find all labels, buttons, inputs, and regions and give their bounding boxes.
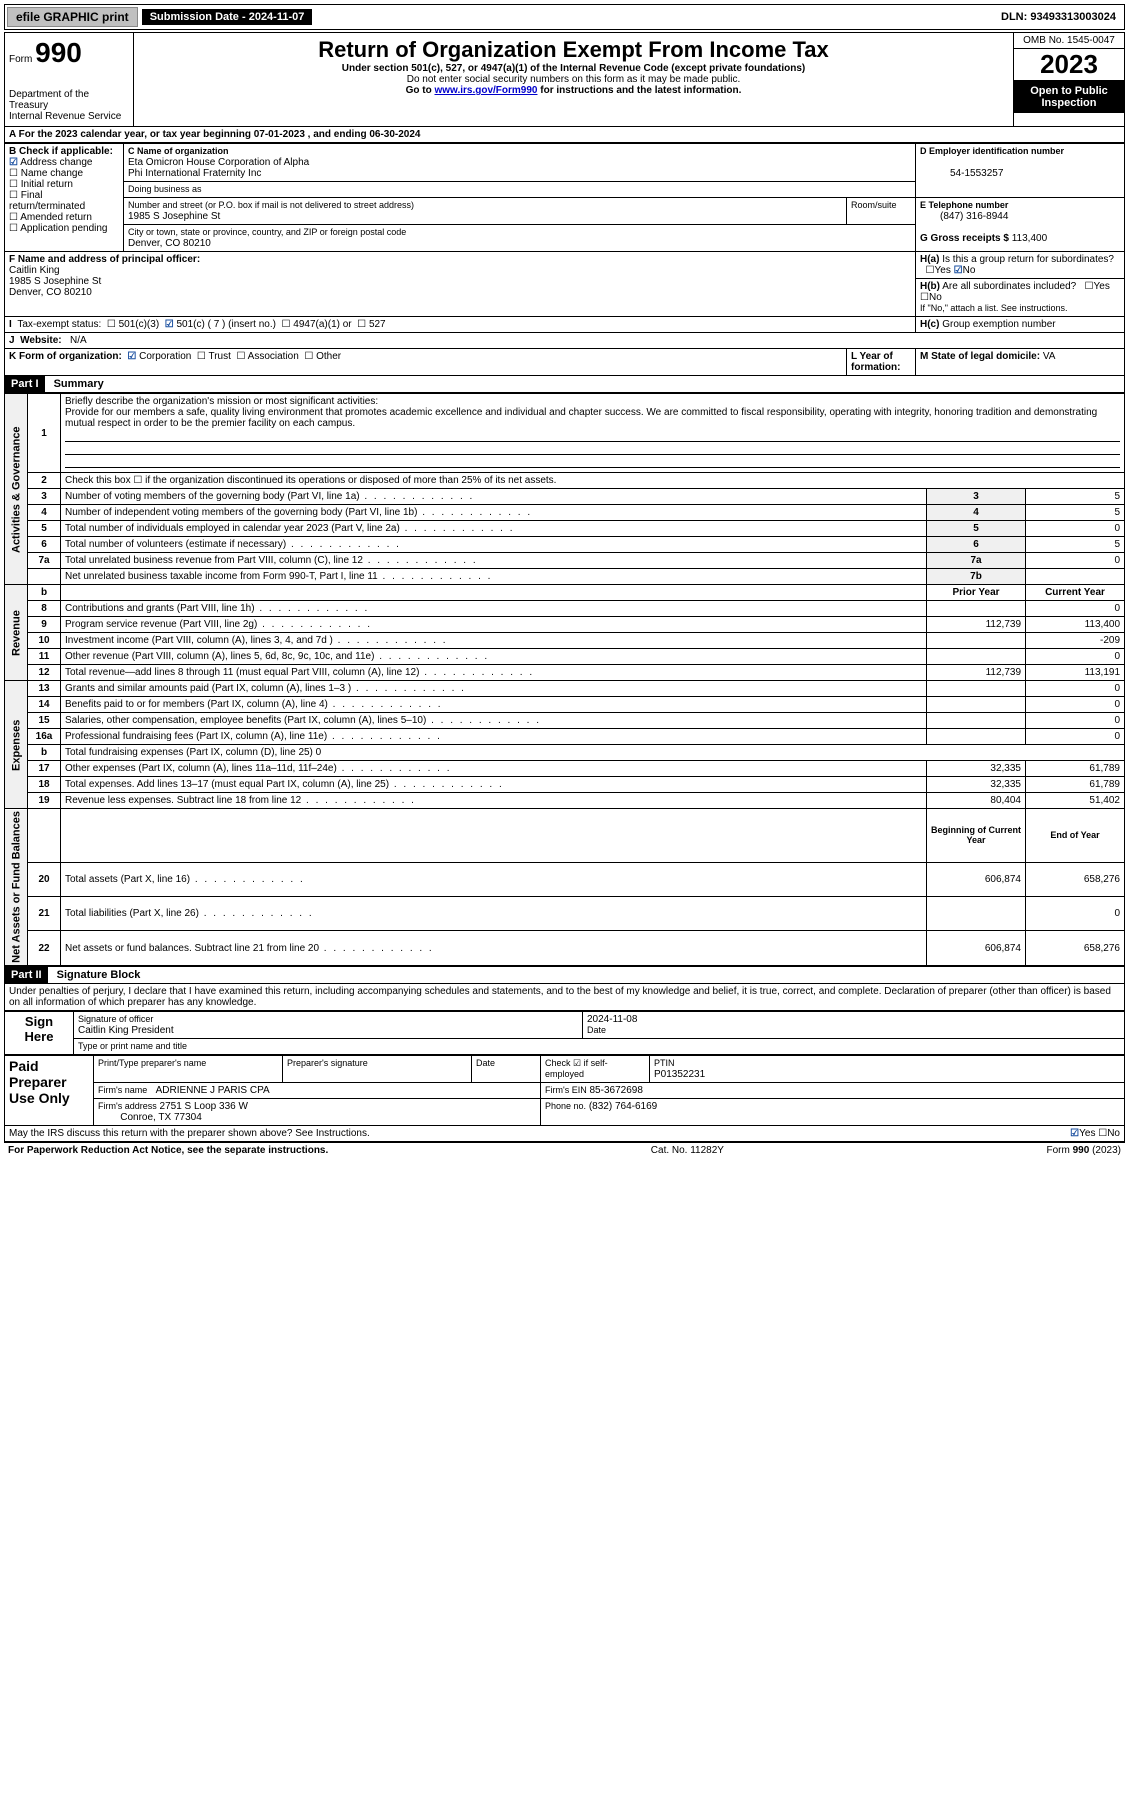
name-change: Name change [21,168,83,179]
omb-number: OMB No. 1545-0047 [1014,33,1124,49]
app-pending: Application pending [20,223,107,234]
section-a: A For the 2023 calendar year, or tax yea… [4,127,1125,143]
part1-label: Part I [5,376,45,392]
footer-mid: Cat. No. 11282Y [651,1145,724,1156]
hb-note: If "No," attach a list. See instructions… [920,303,1067,313]
sec-d-label: D Employer identification number [920,146,1064,156]
efile-button[interactable]: efile GRAPHIC print [7,7,138,27]
officer-city: Denver, CO 80210 [9,287,92,298]
discuss: May the IRS discuss this return with the… [9,1128,370,1139]
top-bar: efile GRAPHIC print Submission Date - 20… [4,4,1125,30]
goto-post: for instructions and the latest informat… [540,85,741,96]
irs-label: Internal Revenue Service [9,111,129,122]
part2-title: Signature Block [51,969,141,981]
form-label: Form [9,54,32,65]
city: Denver, CO 80210 [128,238,211,249]
part2-label: Part II [5,967,48,983]
date-label: Date [587,1025,606,1035]
sec-i-label: Tax-exempt status: [17,319,101,330]
hc-label: Group exemption number [942,319,1055,330]
part1-title: Summary [48,378,104,390]
tax-year: 2023 [1014,49,1124,81]
preparer-table: Paid Preparer Use Only Print/Type prepar… [4,1055,1125,1126]
sec-c-label: C Name of organization [128,146,229,156]
form-title: Return of Organization Exempt From Incom… [138,37,1009,63]
title-sub2: Do not enter social security numbers on … [138,74,1009,85]
city-label: City or town, state or province, country… [128,227,406,237]
sig-officer-label: Signature of officer [78,1014,153,1024]
website: N/A [70,335,87,346]
sig-date: 2024-11-08 [587,1014,637,1025]
irs-link[interactable]: www.irs.gov/Form990 [434,85,537,96]
ha-label: Is this a group return for subordinates? [942,254,1114,265]
dba-label: Doing business as [128,184,202,194]
footer-left: For Paperwork Reduction Act Notice, see … [8,1145,328,1156]
title-sub1: Under section 501(c), 527, or 4947(a)(1)… [138,63,1009,74]
perjury: Under penalties of perjury, I declare th… [4,984,1125,1011]
sec-g-label: G Gross receipts $ [920,233,1009,244]
final-return: Final return/terminated [9,190,85,212]
dept-treasury: Department of the Treasury [9,89,129,111]
sec-l-label: L Year of formation: [851,351,900,373]
initial-return: Initial return [21,179,73,190]
officer-sig-name: Caitlin King President [78,1025,174,1036]
sec-e-label: E Telephone number [920,200,1008,210]
sign-here: Sign Here [5,1011,74,1054]
open-public: Open to Public Inspection [1014,81,1124,113]
goto-pre: Go to [406,85,435,96]
type-name-label: Type or print name and title [78,1041,187,1051]
sec-f-label: F Name and address of principal officer: [9,254,200,265]
check-icon: ☑ [9,157,18,168]
form-number: 990 [35,37,82,68]
dln: DLN: 93493313003024 [1001,11,1122,23]
footer: For Paperwork Reduction Act Notice, see … [4,1142,1125,1158]
phone: (847) 316-8944 [920,211,1008,222]
hb-label: Are all subordinates included? [942,281,1076,292]
street: 1985 S Josephine St [128,211,220,222]
sec-j-label: Website: [20,335,62,346]
paid-prep: Paid Preparer Use Only [5,1055,94,1125]
street-label: Number and street (or P.O. box if mail i… [128,200,414,210]
org-name-1: Eta Omicron House Corporation of Alpha [128,157,309,168]
sec-k-label: K Form of organization: [9,351,122,362]
signature-table: Sign Here Signature of officer Caitlin K… [4,1011,1125,1055]
entity-table: B Check if applicable: ☑ Address change … [4,143,1125,376]
gross-receipts: 113,400 [1012,233,1047,244]
amended-return: Amended return [20,212,92,223]
addr-change: Address change [20,157,92,168]
form-header: Form 990 Department of the Treasury Inte… [4,32,1125,127]
sec-b-label: B Check if applicable: [9,146,119,157]
officer-name: Caitlin King [9,265,60,276]
submission-date: Submission Date - 2024-11-07 [142,9,313,25]
room-label: Room/suite [851,200,897,210]
summary-table: Activities & Governance 1 Briefly descri… [4,393,1125,966]
ein: 54-1553257 [920,168,1003,179]
officer-street: 1985 S Josephine St [9,276,101,287]
footer-right: Form 990 (2023) [1047,1145,1122,1156]
sec-m-label: M State of legal domicile: [920,351,1040,362]
org-name-2: Phi International Fraternity Inc [128,168,261,179]
